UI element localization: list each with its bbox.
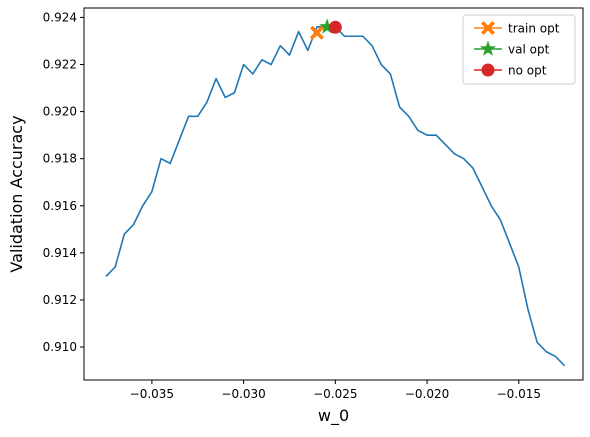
y-axis: 0.910 0.912 0.914 0.916 0.918 0.920 0.922 0.924 [43,10,84,354]
legend-marker-train-opt [481,21,495,35]
legend-label-no-opt: no opt [508,64,547,78]
x-tick-label: −0.025 [313,387,357,401]
y-tick-label: 0.924 [43,10,77,24]
marker-val-opt [319,18,336,34]
plot-frame [83,7,584,381]
y-tick-label: 0.910 [43,340,77,354]
x-tick-label: −0.035 [130,387,174,401]
y-tick-label: 0.916 [43,199,77,213]
x-tick-label: −0.020 [405,387,449,401]
y-axis-label: Validation Accuracy [7,115,26,272]
y-tick-label: 0.918 [43,152,77,166]
y-tick-label: 0.922 [43,58,77,72]
plot-content [105,18,566,367]
y-tick-label: 0.914 [43,246,77,260]
marker-train-opt [309,25,324,40]
y-tick-label: 0.912 [43,293,77,307]
x-tick-label: −0.030 [221,387,265,401]
legend-marker-val-opt [479,40,497,56]
marker-no-opt [328,20,342,34]
legend-label-val-opt: val opt [508,43,550,57]
y-tick-label: 0.920 [43,105,77,119]
x-tick-label: −0.015 [497,387,541,401]
x-axis-label: w_0 [318,406,349,426]
legend: train opt val opt no opt [462,14,576,85]
legend-label-train-opt: train opt [508,22,560,36]
x-axis: −0.035 −0.030 −0.025 −0.020 −0.015 [130,380,541,401]
legend-marker-no-opt [481,63,495,77]
